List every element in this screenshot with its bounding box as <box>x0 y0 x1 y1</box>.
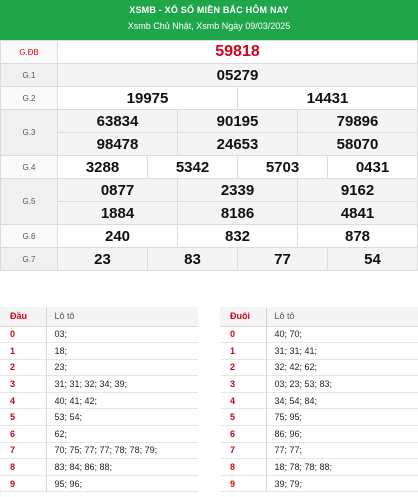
table-row: 6 62; <box>0 425 198 443</box>
prize-number: 19975 <box>126 89 169 107</box>
prize-row-g4: G.4 3288 5342 5703 0431 <box>0 155 418 179</box>
table-row: 1 31; 31; 41; <box>220 342 418 360</box>
column-header: Lô tô <box>266 307 418 327</box>
results-table: G.ĐB 59818 G.1 05279 G.2 19975 14431 G.3… <box>0 40 418 271</box>
table-row: 4 34; 54; 84; <box>220 392 418 410</box>
page-header: XSMB - XỔ SỐ MIỀN BẮC HÔM NAY Xsmb Chủ N… <box>0 0 418 40</box>
column-header: Đầu <box>0 307 47 327</box>
prize-label: G.2 <box>0 86 58 110</box>
special-prize-number: 59818 <box>57 40 418 64</box>
prize-number: 1884 <box>100 204 135 222</box>
table-row: 9 39; 79; <box>220 475 418 493</box>
table-row: 5 75; 95; <box>220 408 418 427</box>
prize-number: 878 <box>297 225 417 247</box>
prize-number: 98478 <box>96 135 139 153</box>
prize-number: 4841 <box>297 202 417 224</box>
prize-number: 83 <box>147 248 237 270</box>
prize-row-g7: G.7 23 83 77 54 <box>0 247 418 271</box>
prize-number: 240 <box>104 227 131 245</box>
prize-number: 14431 <box>237 87 417 109</box>
prize-number: 63834 <box>96 112 139 130</box>
prize-number: 5342 <box>147 156 237 178</box>
table-row: 3 03; 23; 53; 83; <box>220 375 418 393</box>
prize-label: G.4 <box>0 155 58 179</box>
loto-tail-table: Đuôi Lô tô 0 40; 70; 1 31; 31; 41; 2 32; 42… <box>220 307 418 493</box>
prize-number: 77 <box>237 248 327 270</box>
prize-number: 58070 <box>297 133 417 155</box>
table-row: 9 95; 96; <box>0 475 198 493</box>
prize-row-g3: G.3 63834 90195 79896 <box>0 109 418 156</box>
prize-number: 2339 <box>177 179 297 201</box>
table-row: 5 53; 54; <box>0 408 198 427</box>
prize-row-db: G.ĐB 59818 <box>0 40 418 64</box>
prize-number: 0877 <box>100 181 135 199</box>
prize-row-g5: G.5 0877 2339 9162 <box>0 178 418 225</box>
prize-number: 05279 <box>57 63 418 87</box>
table-row: 8 18; 78; 78; 88; <box>220 458 418 476</box>
prize-number: 0431 <box>327 156 417 178</box>
loto-head-table: Đầu Lô tô 0 03; 1 18; 2 23; 3 31; 31; 32; 34… <box>0 307 198 493</box>
table-row: 8 83; 84; 86; 88; <box>0 458 198 476</box>
table-row: 6 86; 96; <box>220 425 418 443</box>
table-row: 3 31; 31; 32; 34; 39; <box>0 375 198 393</box>
table-row: 1 18; <box>0 342 198 360</box>
prize-number: 79896 <box>297 110 417 132</box>
prize-number: 24653 <box>177 133 297 155</box>
prize-label: G.7 <box>0 247 58 271</box>
table-row: 7 70; 75; 77; 77; 78; 78; 79; <box>0 442 198 460</box>
table-row: 0 40; 70; <box>220 326 418 344</box>
prize-label: G.ĐB <box>0 40 58 64</box>
column-header: Lô tô <box>46 307 198 327</box>
prize-row-g1: G.1 05279 <box>0 63 418 87</box>
prize-label: G.5 <box>0 178 58 225</box>
column-header: Đuôi <box>220 307 267 327</box>
table-row: 7 77; 77; <box>220 442 418 460</box>
prize-row-g2: G.2 19975 14431 <box>0 86 418 110</box>
prize-number: 23 <box>94 250 111 268</box>
table-row: 0 03; <box>0 326 198 344</box>
prize-number: 5703 <box>237 156 327 178</box>
prize-number: 8186 <box>177 202 297 224</box>
table-row: 2 32; 42; 62; <box>220 359 418 377</box>
prize-number: 54 <box>327 248 417 270</box>
prize-number: 9162 <box>297 179 417 201</box>
prize-row-g6: G.6 240 832 878 <box>0 224 418 248</box>
table-row: 2 23; <box>0 359 198 377</box>
prize-number: 832 <box>177 225 297 247</box>
page-title: XSMB - XỔ SỐ MIỀN BẮC HÔM NAY <box>129 5 289 15</box>
prize-number: 90195 <box>177 110 297 132</box>
prize-label: G.1 <box>0 63 58 87</box>
prize-label: G.3 <box>0 109 58 156</box>
page-subtitle: Xsmb Chủ Nhật, Xsmb Ngày 09/03/2025 <box>127 21 291 31</box>
table-row: 4 40; 41; 42; <box>0 392 198 410</box>
prize-number: 3288 <box>85 158 120 176</box>
prize-label: G.6 <box>0 224 58 248</box>
